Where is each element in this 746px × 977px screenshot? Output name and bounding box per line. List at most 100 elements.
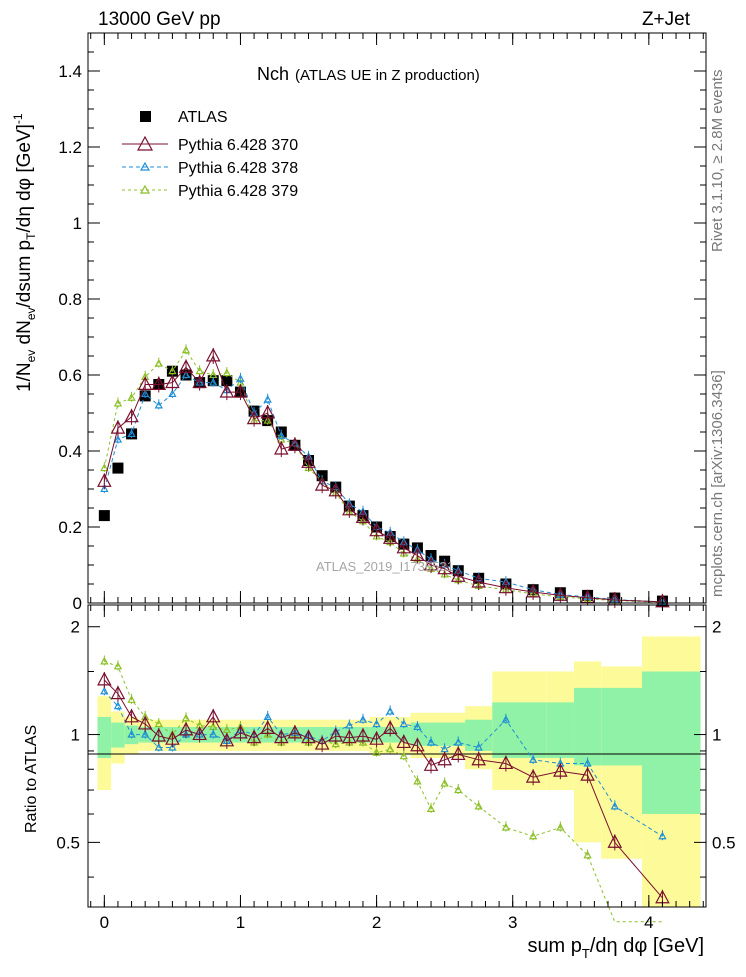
ratio-point-s370-15 — [301, 729, 316, 744]
ratio-y-axis-label: Ratio to ATLAS — [23, 725, 40, 833]
ratio-point-s370-27 — [471, 751, 486, 766]
ratio-point-s370-31 — [580, 766, 595, 781]
ratio-point-s370-5 — [165, 731, 180, 745]
main-ytick-label-2: 0.4 — [58, 442, 82, 461]
ratio-point-s370-13 — [273, 729, 289, 744]
ratio-point-s370-19 — [355, 727, 371, 742]
ratio-point-s379-25 — [440, 778, 449, 787]
legend-label-379: Pythia 6.428 379 — [178, 183, 298, 200]
main-point-s378-1 — [113, 434, 123, 443]
main-point-s379-9 — [222, 368, 231, 377]
legend-marker-atlas — [140, 111, 151, 122]
main-point-s370-19 — [355, 509, 371, 523]
legend-label-atlas: ATLAS — [178, 109, 228, 126]
ratio-point-s378-27 — [474, 742, 483, 751]
main-ytick-label-4: 0.8 — [58, 290, 82, 309]
ratio-point-s370-28 — [498, 755, 514, 770]
x-tick-label-2: 2 — [372, 913, 381, 932]
legend-marker-379 — [139, 184, 151, 194]
ratio-band-green-8 — [546, 702, 574, 759]
ratio-point-s370-2 — [124, 708, 139, 723]
ratio-plot-frame — [87, 604, 707, 908]
ratio-axis-ticks: 0.5 0.5 1 1 2 2 — [56, 618, 736, 878]
legend-label-370: Pythia 6.428 370 — [178, 137, 298, 154]
ratio-point-s370-24 — [423, 757, 439, 771]
mcplots-label: mcplots.cern.ch [arXiv:1306.3436] — [709, 370, 726, 597]
ratio-point-s378-21 — [386, 706, 395, 715]
ratio-band-green-5 — [410, 722, 466, 746]
ratio-ytick-label-right-0: 0.5 — [712, 833, 736, 852]
ratio-point-s379-20 — [372, 747, 381, 756]
ratio-point-s378-3 — [141, 729, 150, 738]
main-point-s378-5 — [168, 389, 177, 398]
ratio-point-s370-1 — [110, 685, 126, 700]
watermark-label: ATLAS_2019_I1736531 — [316, 559, 454, 574]
ratio-point-s378-5 — [168, 742, 177, 751]
main-point-s379-1 — [113, 398, 123, 407]
ratio-ytick-label-1: 1 — [71, 726, 80, 745]
ratio-point-s379-29 — [528, 831, 538, 840]
ratio-point-s370-20 — [369, 731, 384, 745]
ratio-point-s370-6 — [178, 721, 194, 736]
main-point-s370-13 — [273, 440, 289, 455]
main-point-atlas-1 — [112, 462, 124, 474]
chart-title-main: Nch — [257, 64, 289, 84]
ratio-point-s379-0 — [100, 656, 109, 665]
ratio-point-s370-4 — [151, 727, 167, 742]
main-point-s370-26 — [450, 568, 466, 582]
ratio-point-s379-23 — [413, 776, 422, 785]
ratio-point-s379-30 — [556, 822, 565, 831]
ratio-point-s370-25 — [437, 751, 452, 766]
ratio-point-s379-31 — [583, 850, 592, 859]
main-point-s370-1 — [110, 419, 126, 434]
ratio-point-s378-12 — [263, 712, 272, 720]
main-point-s379-0 — [100, 463, 109, 472]
main-point-s379-4 — [154, 358, 163, 367]
ratio-point-s370-21 — [382, 720, 398, 734]
ratio-point-s370-9 — [219, 732, 235, 747]
ratio-ytick-label-2: 2 — [71, 618, 80, 637]
ratio-band-green-10 — [601, 687, 643, 766]
main-point-s370-28 — [498, 579, 514, 594]
main-point-s378-6 — [181, 370, 191, 379]
main-point-s370-2 — [124, 408, 139, 423]
header-process-label: Z+Jet — [642, 9, 691, 30]
main-point-s370-16 — [314, 476, 330, 491]
ratio-band-green-7 — [492, 702, 547, 759]
ratio-point-s370-3 — [137, 715, 153, 730]
main-point-atlas-0 — [98, 510, 110, 522]
ratio-point-s379-27 — [474, 801, 483, 810]
legend: ATLAS Pythia 6.428 370 Pythia 6.428 378 … — [122, 109, 298, 200]
ratio-point-s379-9 — [222, 725, 231, 734]
ratio-point-s378-18 — [345, 720, 354, 729]
legend-entry-379: Pythia 6.428 379 — [122, 183, 298, 200]
main-point-s370-17 — [328, 482, 344, 497]
main-plot-panel: 0 0.2 0.4 0.6 0.8 1 1.2 1.4 Nch (ATLAS UE in Z p… — [11, 32, 707, 613]
ratio-point-s379-28 — [501, 822, 511, 831]
ratio-point-s378-20 — [372, 719, 381, 728]
main-point-s378-13 — [277, 431, 286, 439]
ratio-ytick-label-0: 0.5 — [56, 833, 80, 852]
ratio-point-s370-22 — [396, 734, 412, 749]
main-point-s370-22 — [396, 539, 412, 554]
main-point-s370-14 — [287, 437, 303, 451]
ratio-band-green-11 — [642, 671, 701, 815]
main-point-s370-10 — [233, 383, 248, 398]
main-point-s370-27 — [471, 573, 486, 588]
main-point-s370-20 — [369, 522, 384, 537]
ratio-point-s370-26 — [450, 746, 466, 760]
ratio-line-s378 — [103, 691, 663, 837]
ratio-point-s370-18 — [342, 729, 357, 744]
main-point-s379-2 — [127, 393, 136, 401]
ratio-point-s378-29 — [528, 755, 538, 763]
ratio-point-s378-0 — [100, 686, 109, 695]
legend-marker-378 — [139, 161, 151, 171]
chart-subtitle: (ATLAS UE in Z production) — [295, 67, 480, 84]
main-point-s378-3 — [141, 389, 150, 398]
main-point-s370-23 — [410, 547, 425, 561]
main-point-s370-11 — [246, 410, 262, 425]
main-line-s370 — [103, 354, 663, 603]
legend-entry-378: Pythia 6.428 378 — [122, 160, 298, 177]
ratio-point-s378-2 — [127, 729, 136, 738]
ratio-point-s370-23 — [410, 737, 425, 752]
